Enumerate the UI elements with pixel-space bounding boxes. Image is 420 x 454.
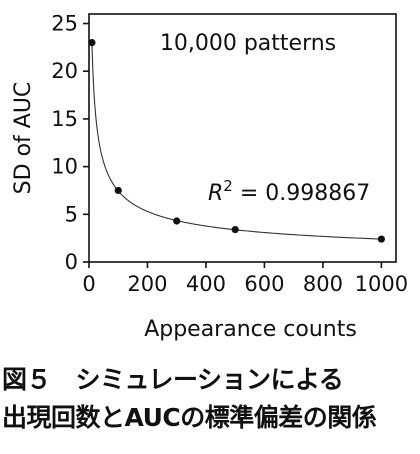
data-point bbox=[88, 39, 96, 47]
r-squared-value: = 0.998867 bbox=[233, 181, 370, 206]
figure-caption-line-2: 出現回数とAUCの標準偏差の関係 bbox=[2, 403, 377, 432]
y-axis-title: SD of AUC bbox=[11, 82, 36, 195]
y-tick-label: 25 bbox=[51, 12, 78, 36]
x-tick-label: 600 bbox=[244, 272, 284, 296]
fit-curve-group bbox=[91, 42, 382, 240]
y-tick-label: 0 bbox=[65, 250, 78, 274]
data-point bbox=[377, 235, 385, 243]
fit-curve bbox=[91, 42, 382, 240]
y-tick-label: 20 bbox=[51, 59, 78, 83]
x-axis-title: Appearance counts bbox=[144, 317, 357, 342]
figure-caption-line-1: 図５ シミュレーションによる bbox=[2, 365, 344, 394]
x-tick-label: 1000 bbox=[355, 272, 408, 296]
x-tick-label: 400 bbox=[186, 272, 226, 296]
x-axis-ticks: 0 200 400 600 800 1000 bbox=[82, 262, 408, 296]
data-point bbox=[114, 186, 122, 195]
y-tick-label: 15 bbox=[51, 107, 78, 131]
y-axis-ticks: 0 5 10 15 20 25 bbox=[51, 12, 89, 274]
y-tick-label: 10 bbox=[51, 155, 78, 179]
plot-frame bbox=[88, 13, 397, 263]
r-squared-label: R2 = 0.998867 bbox=[208, 177, 370, 206]
chart: 0 200 400 600 800 1000 0 5 10 15 20 25 10,000 patt… bbox=[11, 12, 408, 342]
data-point bbox=[173, 217, 181, 225]
r-symbol: R bbox=[208, 181, 223, 206]
r-exponent: 2 bbox=[223, 177, 233, 195]
y-tick-label: 5 bbox=[65, 202, 78, 226]
annotation-patterns: 10,000 patterns bbox=[160, 31, 336, 56]
data-point bbox=[231, 225, 239, 234]
x-tick-label: 800 bbox=[303, 272, 343, 296]
x-tick-label: 200 bbox=[127, 272, 167, 296]
x-tick-label: 0 bbox=[82, 272, 95, 296]
data-points-group bbox=[88, 39, 385, 243]
